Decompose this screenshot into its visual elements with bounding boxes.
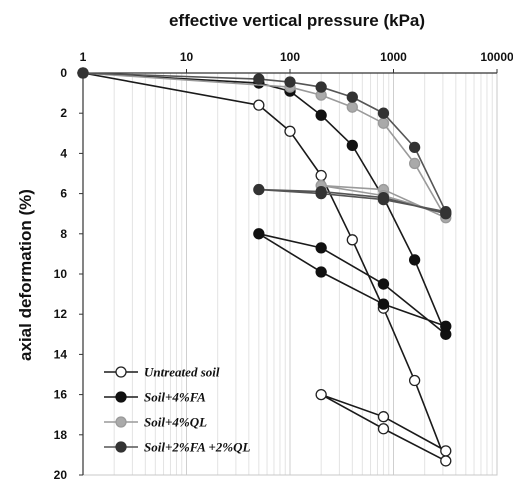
y-tick-label: 14 (54, 347, 68, 361)
data-point (284, 76, 296, 88)
data-point (377, 423, 390, 435)
series-3 (77, 67, 452, 220)
y-tick-label: 0 (60, 66, 67, 80)
data-point (253, 73, 265, 85)
data-point (408, 157, 421, 170)
y-tick-label: 10 (54, 267, 68, 281)
legend-label: Soil+4%FA (144, 390, 206, 405)
data-point (377, 298, 390, 310)
x-tick-label: 10000 (480, 50, 513, 64)
series-line (82, 72, 447, 219)
data-point (440, 445, 452, 457)
data-point (440, 455, 452, 467)
data-point (440, 320, 452, 332)
x-tick-label: 1 (80, 50, 87, 64)
data-point (346, 91, 358, 103)
data-point (377, 278, 390, 290)
series-1 (77, 67, 452, 340)
data-point (346, 234, 358, 246)
data-point (253, 183, 265, 196)
data-point (284, 125, 296, 137)
data-point (315, 242, 327, 254)
data-point (408, 254, 421, 266)
y-tick-label: 2 (60, 106, 67, 120)
legend: Untreated soil Soil+4%FA Soil+4%QL Soil+2%F… (104, 365, 250, 455)
data-point (315, 266, 327, 278)
series-layer (77, 67, 452, 467)
legend-marker (115, 391, 127, 403)
legend-item: Soil+4%FA (104, 390, 206, 405)
data-point (346, 101, 358, 113)
ticks: 1 10 100 1000 10000 0 2 4 6 8 10 12 14 16 18 20 (54, 50, 513, 482)
data-point (408, 141, 421, 154)
legend-label: Untreated soil (144, 365, 220, 380)
series-line (82, 72, 447, 336)
legend-item: Soil+4%QL (104, 415, 207, 430)
series-line (82, 72, 447, 462)
data-point (346, 139, 358, 152)
y-tick-label: 12 (54, 307, 68, 321)
data-point (377, 411, 390, 423)
x-tick-label: 1000 (380, 50, 407, 64)
data-point (315, 169, 327, 182)
y-tick-label: 18 (54, 428, 68, 442)
data-point (315, 109, 327, 121)
y-tick-label: 4 (60, 146, 67, 160)
y-axis-title: axial deformation (%) (16, 189, 35, 361)
legend-item: Untreated soil (104, 365, 220, 380)
data-point (440, 208, 452, 220)
legend-marker (115, 441, 127, 453)
y-tick-label: 16 (54, 388, 68, 402)
legend-marker (115, 366, 127, 378)
data-point (315, 185, 327, 198)
x-tick-label: 100 (280, 50, 300, 64)
y-tick-label: 8 (60, 227, 67, 241)
y-tick-label: 20 (54, 468, 68, 482)
legend-item: Soil+2%FA +2%QL (104, 440, 250, 455)
data-point (377, 107, 390, 119)
data-point (253, 228, 265, 240)
legend-marker (115, 416, 127, 428)
data-point (377, 117, 390, 129)
x-axis-title: effective vertical pressure (kPa) (169, 11, 425, 30)
series-0 (77, 67, 452, 467)
data-point (77, 67, 89, 79)
data-point (315, 81, 327, 93)
series-2 (77, 67, 452, 224)
data-point (253, 99, 265, 111)
x-tick-label: 10 (180, 50, 194, 64)
data-point (315, 388, 327, 401)
legend-label: Soil+4%QL (144, 415, 207, 430)
legend-label: Soil+2%FA +2%QL (144, 440, 250, 455)
y-tick-label: 6 (60, 187, 67, 201)
data-point (377, 191, 390, 204)
data-point (408, 374, 421, 387)
